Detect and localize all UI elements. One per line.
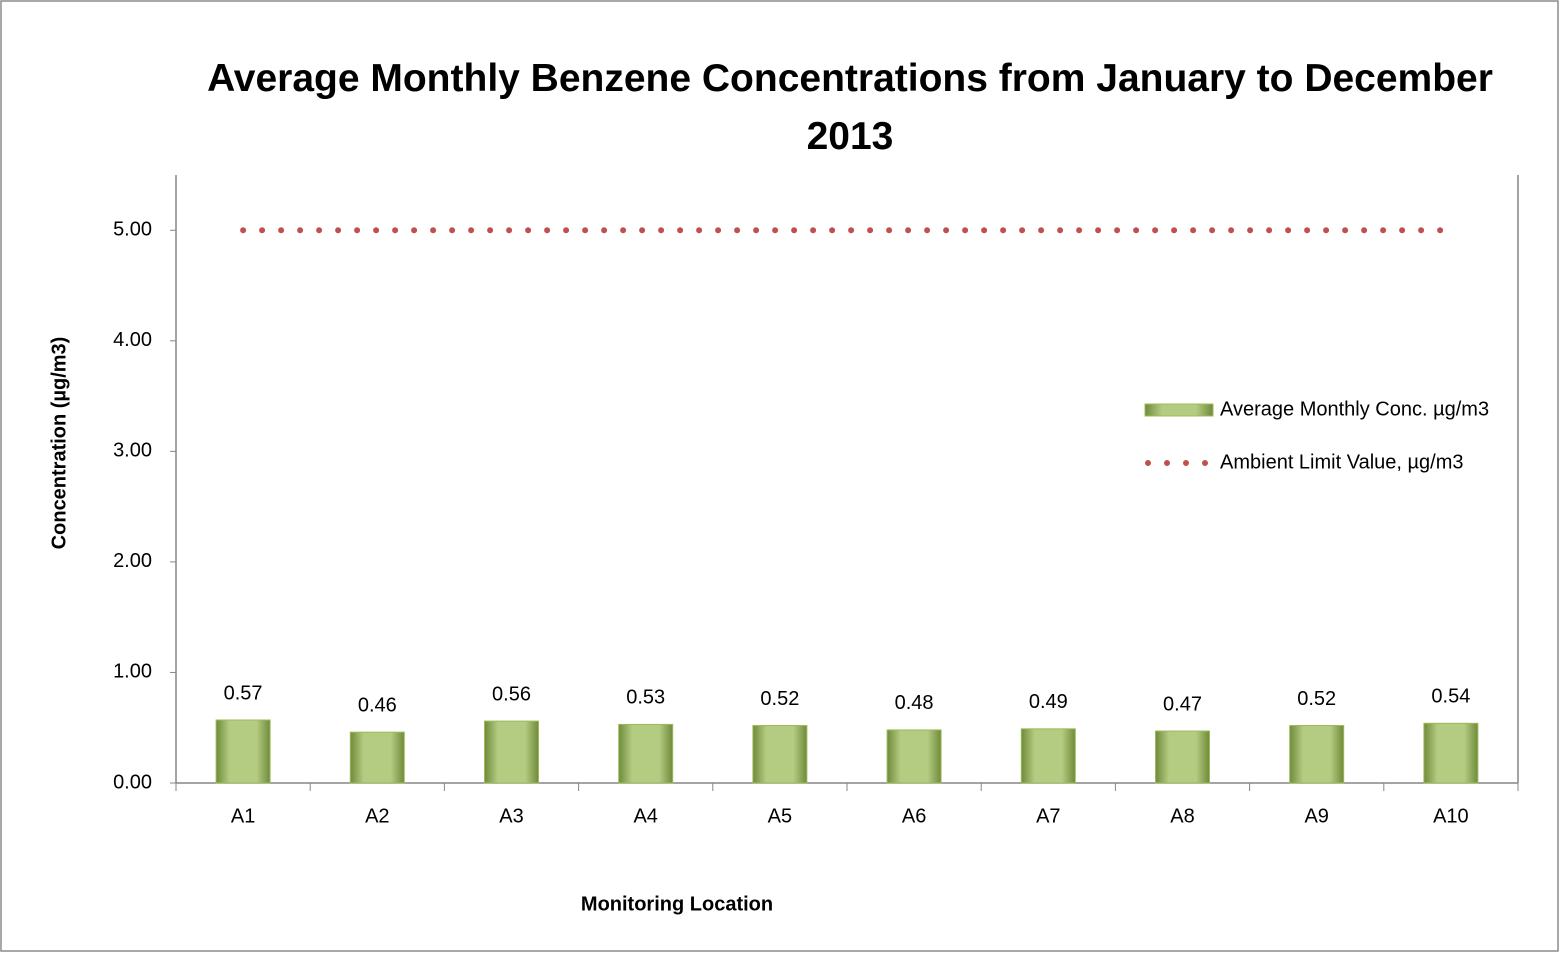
y-tick-label: 3.00 <box>113 440 152 462</box>
x-tick-label: A8 <box>1170 805 1194 827</box>
bar <box>1423 722 1479 784</box>
bar <box>349 731 405 784</box>
y-tick-label: 2.00 <box>113 550 152 572</box>
y-tick-label: 5.00 <box>113 219 152 241</box>
y-axis-label: Concentration (µg/m3) <box>48 337 70 550</box>
value-label: 0.48 <box>895 692 934 714</box>
value-label: 0.46 <box>358 694 397 716</box>
x-axis-label: Monitoring Location <box>581 893 773 915</box>
bar <box>215 719 271 784</box>
value-label: 0.52 <box>1297 688 1336 710</box>
x-tick-label: A2 <box>365 805 389 827</box>
legend-label: Ambient Limit Value, µg/m3 <box>1220 451 1463 473</box>
value-label: 0.52 <box>760 688 799 710</box>
value-label: 0.53 <box>626 687 665 709</box>
value-label: 0.54 <box>1431 686 1470 708</box>
x-tick-label: A1 <box>231 805 255 827</box>
bar <box>886 729 942 784</box>
value-label: 0.47 <box>1163 693 1202 715</box>
y-tick-label: 1.00 <box>113 661 152 683</box>
y-tick-label: 0.00 <box>113 771 152 793</box>
bar <box>752 725 808 784</box>
bar <box>1020 728 1076 784</box>
x-tick-label: A6 <box>902 805 926 827</box>
bar <box>1289 725 1345 784</box>
legend-swatch <box>1144 403 1214 417</box>
bar <box>1155 730 1210 784</box>
y-tick-label: 4.00 <box>113 329 152 351</box>
x-tick-label: A5 <box>768 805 792 827</box>
chart-title: Average Monthly Benzene Concentrations f… <box>207 57 1493 158</box>
x-tick-label: A9 <box>1304 805 1328 827</box>
x-tick-label: A3 <box>499 805 523 827</box>
bar <box>618 723 674 784</box>
value-label: 0.57 <box>224 682 263 704</box>
value-label: 0.56 <box>492 683 531 705</box>
x-tick-label: A7 <box>1036 805 1060 827</box>
legend-label: Average Monthly Conc. µg/m3 <box>1220 398 1489 420</box>
value-label: 0.49 <box>1029 691 1068 713</box>
x-tick-label: A10 <box>1433 805 1469 827</box>
bar <box>484 720 539 784</box>
x-tick-label: A4 <box>633 805 657 827</box>
